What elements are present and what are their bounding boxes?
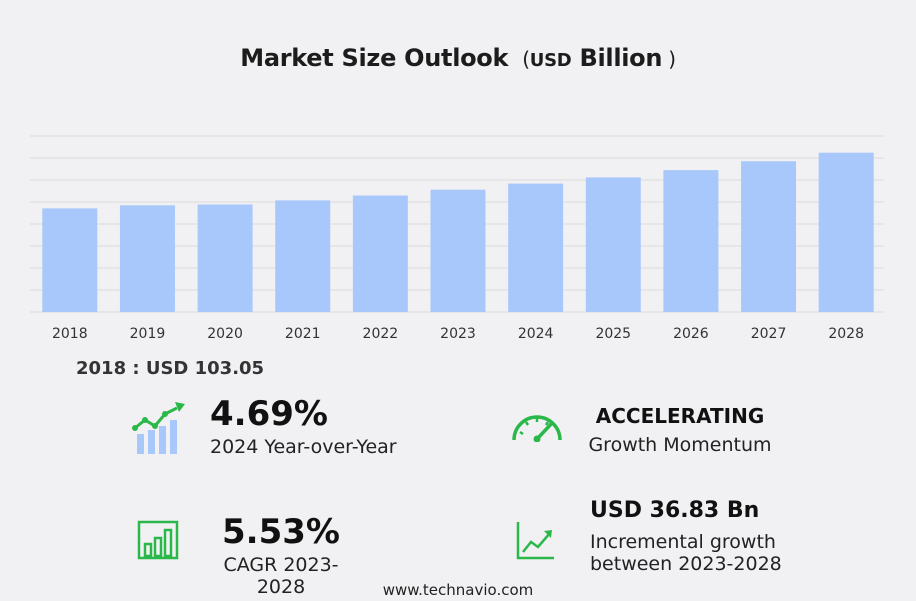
stat-incremental: USD 36.83 Bn Incremental growth between … — [590, 498, 782, 575]
chart-title: Market Size Outlook (USD Billion ) — [0, 44, 916, 72]
cagr-value: 5.53% — [222, 512, 340, 552]
bar-2018 — [42, 208, 98, 312]
x-tick-label-2023: 2023 — [440, 326, 476, 342]
title-paren-close: ) — [662, 47, 676, 71]
bar-2020 — [197, 204, 253, 312]
incremental-label-1: Incremental growth — [590, 531, 776, 553]
bar-2019 — [119, 205, 175, 312]
momentum-label: Growth Momentum — [588, 434, 772, 456]
x-tick-label-2028: 2028 — [828, 326, 864, 342]
bar-chart: 2018 2019 2020 2021 2022 2023 2024 2025 2026 2027… — [30, 135, 884, 342]
base-year-value: 2018 : USD 103.05 — [76, 358, 265, 379]
yoy-value: 4.69% — [210, 394, 328, 434]
x-tick-label-2022: 2022 — [363, 326, 399, 342]
bar-2027 — [741, 161, 797, 312]
bar-2024 — [508, 183, 564, 312]
bar-2021 — [275, 200, 331, 312]
line-growth-icon — [516, 522, 554, 560]
title-unit-suffix: Billion — [579, 44, 663, 72]
x-tick-label-2024: 2024 — [518, 326, 554, 342]
x-tick-label-2021: 2021 — [285, 326, 321, 342]
x-tick-label-2020: 2020 — [207, 326, 243, 342]
stat-momentum: ACCELERATING Growth Momentum — [580, 404, 780, 456]
title-paren-open: ( — [516, 47, 530, 71]
x-tick-label-2027: 2027 — [751, 326, 787, 342]
yoy-label: 2024 Year-over-Year — [210, 436, 397, 458]
bar-2022 — [352, 195, 408, 312]
incremental-value: USD 36.83 Bn — [590, 498, 760, 523]
momentum-value: ACCELERATING — [595, 404, 765, 428]
incremental-label-2: between 2023-2028 — [590, 553, 782, 575]
stat-cagr: 5.53% CAGR 2023-2028 — [201, 512, 361, 598]
cagr-label: CAGR 2023-2028 — [223, 554, 339, 598]
bar-2028 — [818, 152, 874, 312]
stat-yoy: 4.69% 2024 Year-over-Year — [210, 394, 397, 458]
bar-2025 — [585, 177, 641, 312]
x-tick-label-2018: 2018 — [52, 326, 88, 342]
x-tick-label-2026: 2026 — [673, 326, 709, 342]
bar-growth-icon — [132, 402, 185, 454]
x-tick-label-2019: 2019 — [130, 326, 166, 342]
bar-2026 — [663, 170, 719, 312]
bar-2023 — [430, 189, 486, 312]
x-tick-label-2025: 2025 — [595, 326, 631, 342]
footer-url: www.technavio.com — [382, 581, 534, 599]
speedometer-icon — [512, 415, 562, 442]
bar-chart-icon — [137, 520, 179, 560]
title-text: Market Size Outlook — [240, 44, 509, 72]
title-unit-prefix: USD — [529, 50, 572, 71]
